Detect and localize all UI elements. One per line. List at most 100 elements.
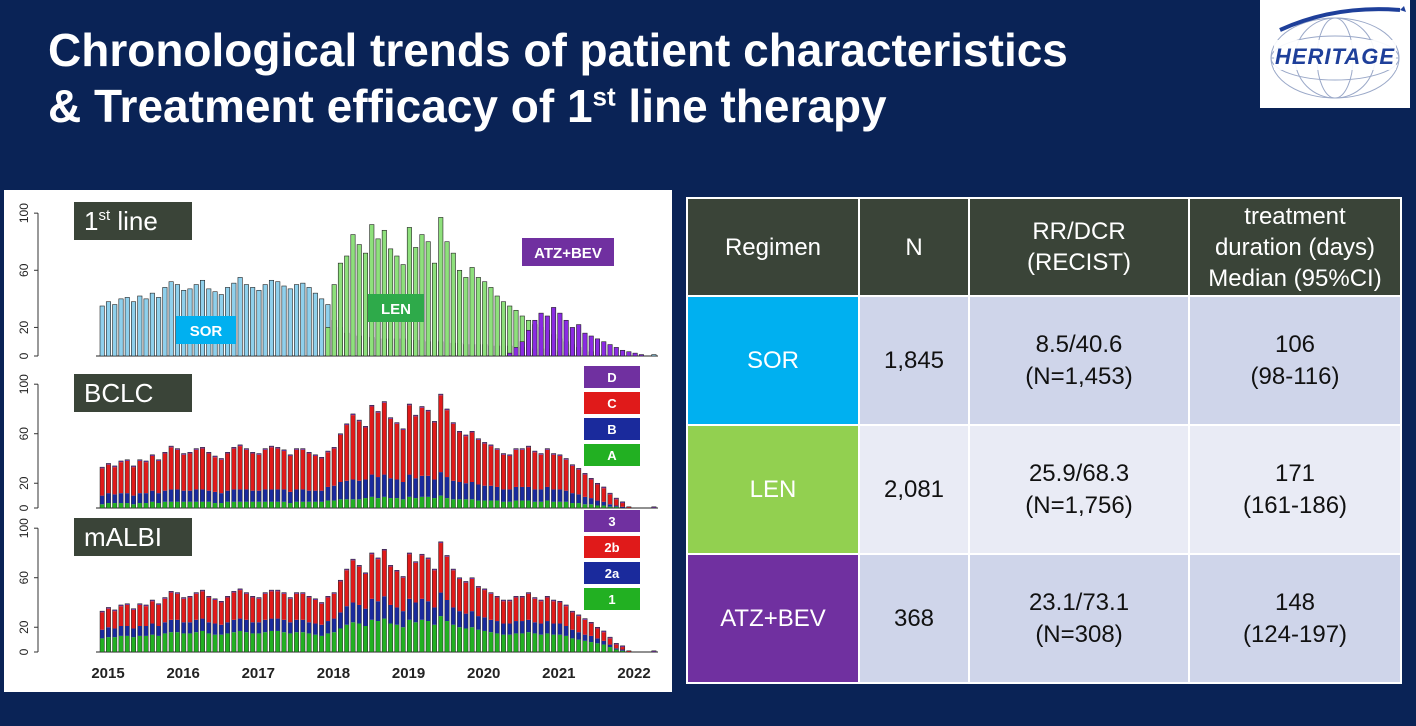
bar-b <box>106 493 111 504</box>
bar-outline <box>588 478 594 509</box>
bar-3 <box>118 604 124 607</box>
bar-c <box>256 454 262 491</box>
bar-d <box>444 408 450 411</box>
bar-1 <box>407 619 412 652</box>
bar-3 <box>426 557 431 560</box>
bar-2b <box>526 593 531 620</box>
bar-a <box>225 501 230 508</box>
bar-d <box>407 404 412 406</box>
bar-1 <box>476 629 481 652</box>
bar-b <box>300 489 306 502</box>
bar-3 <box>526 592 531 594</box>
cell-regimen: SOR <box>686 295 860 426</box>
bar-2b <box>388 566 393 605</box>
bar-outline <box>350 558 356 653</box>
bar-outline <box>413 414 419 509</box>
bar-outline <box>425 409 431 509</box>
bar-2b <box>363 574 368 609</box>
header-regimen: Regimen <box>686 197 860 297</box>
bar-b <box>181 490 186 502</box>
bar-3 <box>620 645 625 648</box>
bar-b <box>118 493 124 504</box>
bar-a <box>432 498 437 508</box>
bar-outline <box>337 433 343 509</box>
bar-1 <box>419 619 425 652</box>
y-tick-label: 0 <box>17 352 31 359</box>
bar-outline <box>212 455 218 509</box>
bar-a <box>363 498 368 508</box>
cell-rr: 8.5/40.6 (N=1,453) <box>968 295 1190 426</box>
bar-c <box>576 469 581 495</box>
bar-2b <box>194 593 199 620</box>
y-tick-label: 0 <box>17 648 31 655</box>
bar-2a <box>432 607 437 625</box>
header-rr-line-1: RR/DCR <box>1032 218 1126 245</box>
bar-b <box>325 486 331 501</box>
bar-b <box>457 482 462 500</box>
bar-3 <box>331 592 337 594</box>
bar-b <box>407 474 412 497</box>
title-superscript: st <box>592 81 616 112</box>
bar-b <box>162 490 168 502</box>
bar-2a <box>407 598 412 620</box>
bar-outline <box>243 448 249 509</box>
bar-c <box>463 436 469 484</box>
bar-2b <box>426 559 431 602</box>
bar-sor <box>118 298 124 357</box>
bar-3 <box>175 592 180 594</box>
bar-c <box>488 446 494 486</box>
bar-1 <box>156 635 161 652</box>
bar-outline <box>168 445 174 509</box>
y-tick-label: 60 <box>17 263 31 277</box>
bar-outline <box>620 501 626 509</box>
bar-3 <box>150 600 155 602</box>
bar-b <box>432 479 437 499</box>
bar-1 <box>363 626 368 652</box>
bar-2a <box>363 608 368 626</box>
bar-outline <box>563 604 569 653</box>
bar-a <box>300 501 306 508</box>
bar-d <box>194 448 199 450</box>
bar-3 <box>582 618 588 620</box>
bar-b <box>237 489 243 502</box>
bar-outline <box>193 448 199 509</box>
bar-2b <box>620 647 625 650</box>
bar-c <box>194 449 199 490</box>
bar-2a <box>325 621 331 634</box>
bar-outline <box>319 602 325 653</box>
bar-3 <box>501 600 506 602</box>
bar-1 <box>482 630 487 652</box>
bar-b <box>194 489 199 502</box>
bar-1 <box>507 634 512 652</box>
legend-swatch <box>584 510 640 532</box>
bar-a <box>150 501 155 508</box>
bar-c <box>156 460 161 494</box>
bar-d <box>231 447 237 449</box>
bar-outline <box>601 630 607 653</box>
title-line-2a: & Treatment efficacy of 1 <box>48 80 593 132</box>
bar-1 <box>150 634 155 652</box>
bar-sor <box>105 301 111 357</box>
bar-2a <box>563 626 569 636</box>
bar-outline <box>607 492 613 509</box>
table-row-sor: SOR 1,845 8.5/40.6 (N=1,453) 106 (98-116) <box>686 295 1402 426</box>
bar-b <box>256 490 262 502</box>
bar-c <box>331 448 337 486</box>
bar-1 <box>263 632 268 652</box>
bar-c <box>281 451 287 490</box>
bar-outline <box>143 460 149 509</box>
bar-a <box>451 499 456 508</box>
bar-outline <box>181 453 187 509</box>
bar-3 <box>388 565 393 567</box>
bar-c <box>551 454 556 490</box>
bar-1 <box>325 633 331 652</box>
bar-a <box>526 500 531 508</box>
bar-2b <box>212 600 218 624</box>
cell-duration: 148 (124-197) <box>1188 553 1402 684</box>
bar-a <box>463 499 469 508</box>
bar-a <box>156 503 161 508</box>
bar-a <box>344 499 349 508</box>
bar-outline <box>369 552 375 653</box>
bar-1 <box>444 621 450 652</box>
x-tick-label: 2019 <box>392 665 425 682</box>
